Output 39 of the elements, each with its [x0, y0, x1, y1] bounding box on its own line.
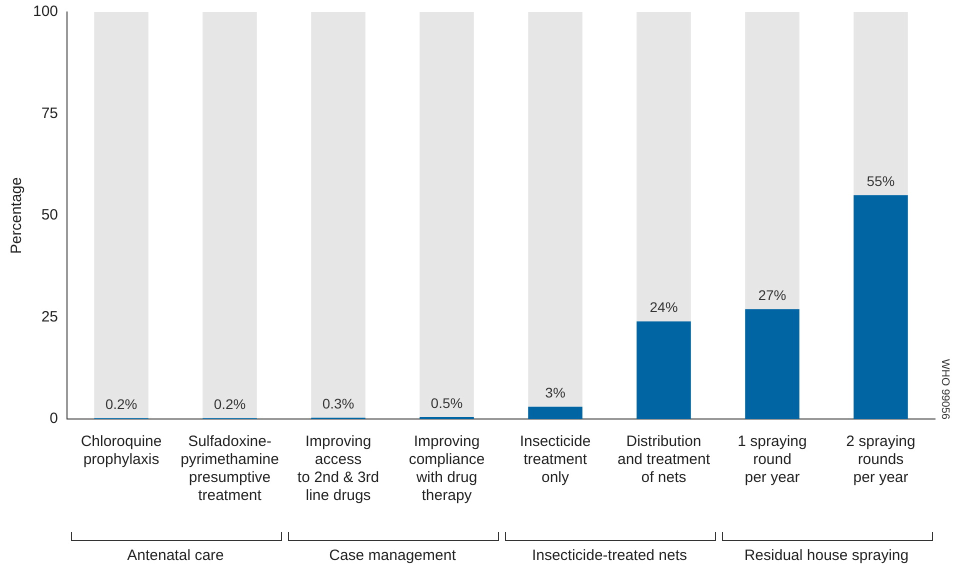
data-label: 55%	[866, 173, 895, 190]
y-tick-label: 0	[50, 410, 58, 428]
data-label: 0.3%	[322, 396, 354, 412]
y-tick-label: 25	[41, 308, 58, 326]
bar	[636, 321, 691, 419]
bar	[636, 12, 691, 322]
text: Residual house spraying	[743, 547, 910, 564]
x-tick-label: Improving compliance with drug therapy	[408, 433, 485, 504]
x-tick-label: Chloroquine prophylaxis	[80, 433, 162, 468]
bar	[94, 12, 148, 418]
y-tick-label: 75	[41, 104, 58, 122]
x-tick-label: 2 spraying rounds per year	[846, 433, 916, 486]
x-tick-label: Sulfadoxine- pyrimethamine presumptive treatment	[180, 433, 279, 504]
bar	[745, 309, 800, 419]
data-label: 0.5%	[430, 394, 463, 411]
bar	[528, 12, 582, 407]
bar	[311, 12, 366, 418]
x-tick-label: Insecticide treatment only	[520, 433, 591, 486]
x-tick-label: 1 spraying round per year	[738, 433, 807, 486]
bar	[420, 12, 474, 417]
text: Case management	[328, 547, 457, 564]
text: WHO 99056	[939, 359, 951, 420]
bar	[528, 406, 582, 419]
data-label: 24%	[650, 299, 678, 316]
data-label: 3%	[545, 384, 566, 401]
y-axis-title: Percentage	[8, 177, 26, 254]
y-tick-label: 100	[32, 3, 58, 20]
x-tick-label: Distribution and treatment of nets	[617, 433, 711, 486]
data-label: 0.2%	[214, 396, 246, 412]
text: Antenatal care	[126, 547, 225, 564]
x-tick-label: Improving access to 2nd & 3rd line drugs	[297, 433, 380, 504]
bar	[202, 12, 257, 418]
data-label: 27%	[758, 286, 786, 303]
bar	[854, 12, 908, 196]
text: Insecticide-treated nets	[530, 547, 688, 564]
bar	[745, 12, 800, 310]
y-tick-label: 50	[41, 206, 58, 224]
bar	[854, 195, 908, 419]
data-label: 0.2%	[105, 396, 138, 412]
